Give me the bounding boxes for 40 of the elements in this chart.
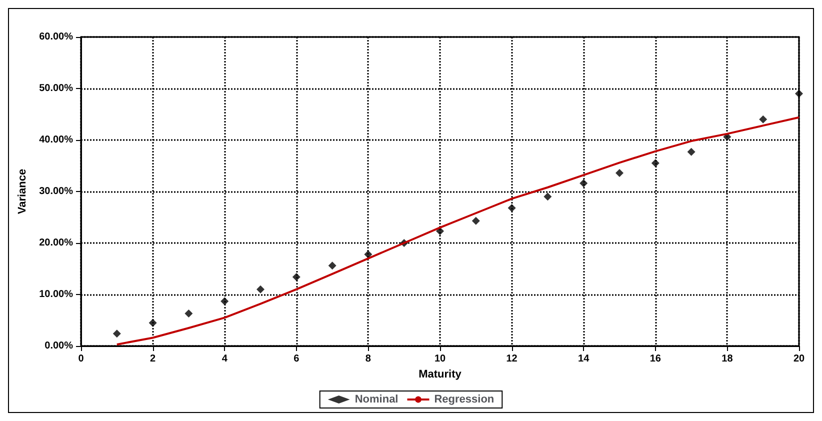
point — [364, 250, 372, 258]
x-tick-label: 20 — [793, 354, 805, 364]
y-tick-label: 0.00% — [44, 340, 74, 352]
x-tick-label: 14 — [578, 354, 590, 364]
point — [616, 168, 624, 177]
x-tick-label: 0 — [78, 354, 84, 364]
x-tick-label: 10 — [434, 354, 446, 364]
y-tick-label: 40.00% — [39, 134, 74, 146]
x-tick-label: 2 — [150, 354, 156, 364]
y-tick-label: 20.00% — [39, 238, 74, 248]
point — [220, 297, 229, 306]
point — [580, 179, 588, 188]
point — [687, 148, 696, 156]
line-series — [116, 116, 800, 346]
legend-label: Nominal — [354, 394, 398, 406]
y-axis-title: Variance — [16, 168, 29, 214]
point — [112, 330, 121, 338]
point — [759, 115, 768, 124]
x-tick-label: 18 — [722, 354, 734, 364]
y-tick-label: 60.00% — [39, 32, 74, 42]
y-tick-label: 50.00% — [39, 83, 74, 94]
x-axis-title: Maturity — [418, 368, 462, 380]
x-tick-label: 8 — [365, 354, 372, 364]
point — [651, 159, 660, 168]
point — [292, 272, 300, 281]
y-tick-label: 10.00% — [39, 289, 74, 300]
point — [508, 204, 516, 212]
point — [544, 192, 552, 201]
x-tick-label: 6 — [294, 354, 300, 364]
point — [256, 285, 264, 294]
point — [148, 318, 157, 327]
y-tick-label: 30.00% — [39, 186, 74, 197]
legend-label: Regression — [434, 394, 494, 406]
point — [328, 262, 336, 270]
point — [472, 216, 480, 225]
x-tick-label: 16 — [650, 354, 662, 364]
point — [795, 90, 803, 98]
x-tick-label: 4 — [222, 354, 228, 364]
x-tick-label: 12 — [506, 354, 518, 364]
point — [184, 310, 193, 318]
